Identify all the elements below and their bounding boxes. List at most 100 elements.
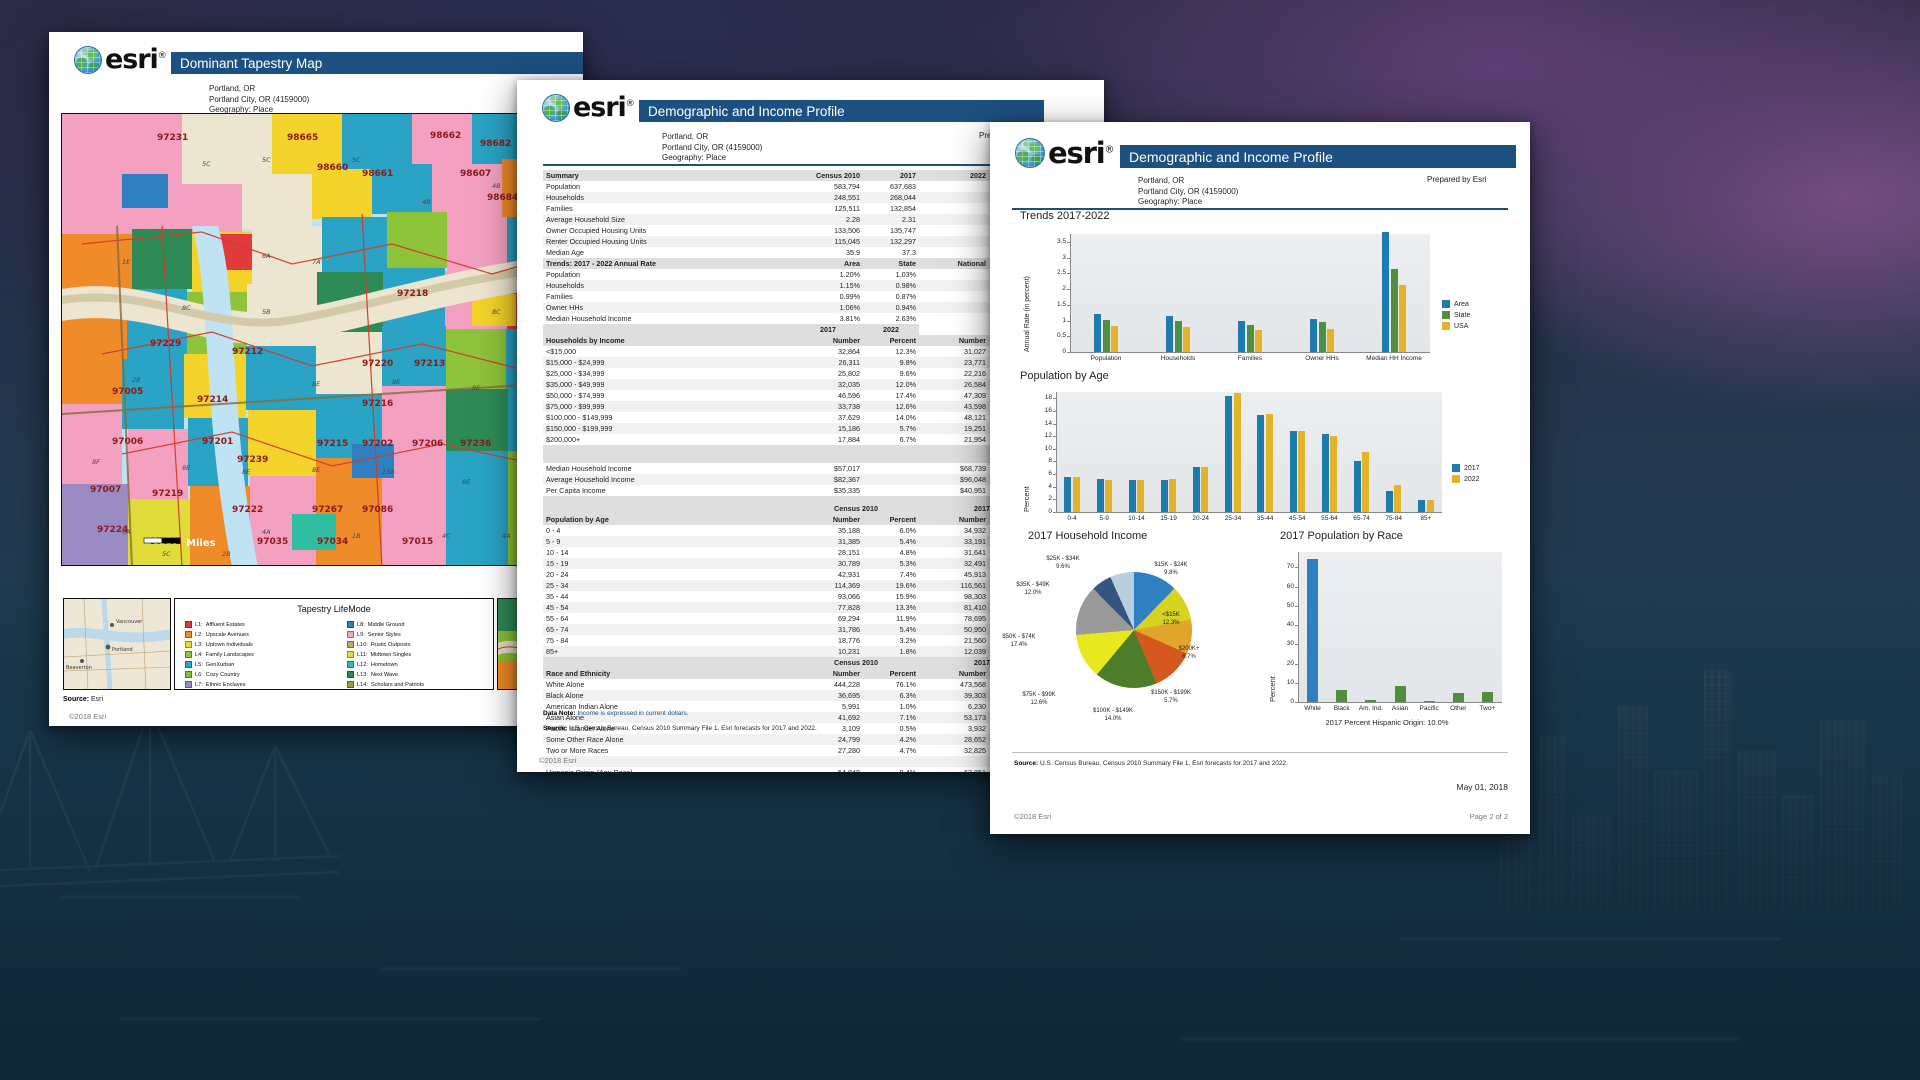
table-header-cell: National: [919, 258, 989, 269]
svg-text:8C: 8C: [492, 308, 501, 316]
legend-item: L13: Next Wave: [347, 671, 398, 678]
tapestry-map-svg: 97231 98665 98660 98661 98662 98682 98684 98…: [62, 114, 570, 565]
bar: [1201, 467, 1209, 512]
y-axis-tick-label: 2.5: [1056, 269, 1066, 277]
bar: [1094, 314, 1101, 352]
page-title: Demographic and Income Profile: [648, 103, 845, 119]
document-demographic-income-profile-charts[interactable]: esri® Demographic and Income Profile Por…: [990, 122, 1530, 834]
table-cell: [919, 236, 989, 247]
chart-population-by-age[interactable]: 0 2 4 6 8 10 12 14 16 18 Percent 0-4 5-9 10-14 15-19 20…: [1012, 382, 1508, 532]
pie-slice-annotation: $150K - $199K 5.7%: [1136, 690, 1206, 705]
legend-entry[interactable]: 2017: [1452, 464, 1480, 472]
y-axis-tick: [1067, 273, 1070, 275]
svg-text:5C: 5C: [352, 156, 361, 164]
chart-household-income-pie[interactable]: <$15K 12.3% $15K - $24K 9.8% $25K - $34K 9.6%…: [1002, 542, 1262, 732]
y-axis-tick-label: 3.5: [1056, 237, 1066, 245]
table-row: $25,000 - $34,999 25,802 9.6% 22,216: [543, 368, 1104, 379]
legend-item: L7: Ethnic Enclaves: [185, 681, 246, 688]
table-cell: Per Capita Income: [546, 486, 606, 495]
y-axis-tick-label: 40: [1286, 621, 1294, 629]
legend-title: Tapestry LifeMode: [297, 604, 371, 614]
table-cell: 15 - 19: [543, 558, 793, 569]
overview-inset-map[interactable]: Vancouver Portland Beaverton: [63, 598, 171, 690]
header-rule-charts: [1012, 208, 1508, 210]
table-cell: 27,280: [838, 746, 860, 755]
table-cell: 24,799: [793, 734, 863, 745]
svg-text:97015: 97015: [402, 537, 433, 547]
table-row: Median Household Income $57,017 $68,739: [543, 463, 1104, 474]
table-cell: 31,385: [793, 536, 863, 547]
table-cell: Pacific Islander Alone: [546, 724, 615, 733]
legend-item: L6: Cozy Country: [185, 671, 240, 678]
table-cell: 98,303: [964, 592, 986, 601]
table-row: $50,000 - $74,999 46,596 17.4% 47,309: [543, 390, 1104, 401]
bar: [1183, 327, 1190, 352]
x-axis-line: [1070, 352, 1430, 353]
x-axis-tick-label: Families: [1237, 355, 1263, 362]
table-cell: [863, 756, 919, 767]
table-header-cell: 2022: [919, 170, 989, 181]
svg-text:97267: 97267: [312, 505, 343, 515]
bar: [1096, 479, 1104, 512]
esri-globe-icon: [74, 45, 102, 74]
bar: [1064, 477, 1072, 512]
table-header-cell: State: [863, 258, 919, 269]
legend-swatch: [185, 631, 192, 638]
legend-item: L12: Hometown: [347, 661, 398, 668]
table-cell: Asian Alone: [543, 712, 793, 723]
legend-item: L3: Uptown Individuals: [185, 641, 253, 648]
table-row: Owner Occupied Housing Units 133,506 135,7…: [543, 225, 1104, 236]
y-axis-tick-label: 0: [1290, 698, 1294, 705]
chart-population-by-race[interactable]: 0 10 20 30 40 50 60 70 Percent White Black Am. Ind.…: [1262, 542, 1512, 722]
y-axis-line: [1298, 552, 1299, 702]
legend-entry[interactable]: USA: [1442, 322, 1470, 330]
legend-item: L1: Affluent Estates: [185, 621, 245, 628]
header-rule-table: [543, 164, 1081, 166]
bar: [1166, 315, 1173, 352]
table-cell: 5.4%: [863, 624, 919, 635]
y-axis-tick: [1053, 512, 1056, 513]
table-cell: [919, 225, 989, 236]
bar: [1265, 414, 1273, 512]
legend-label: Family Landscapes: [205, 651, 254, 658]
legend-swatch: [1442, 322, 1450, 330]
report-date: May 01, 2018: [1456, 782, 1508, 792]
chart-trends[interactable]: 0 0.5 1 1.5 2 2.5 3 3.5 Annual Rate (in percent)…: [1012, 222, 1508, 370]
legend-label: Midtown Singles: [370, 651, 412, 658]
tapestry-map-canvas[interactable]: 97231 98665 98660 98661 98662 98682 98684 98…: [61, 113, 571, 566]
table-cell: 6.7%: [899, 435, 916, 444]
svg-text:5C: 5C: [202, 160, 211, 168]
legend-label: 2017: [1464, 464, 1480, 472]
legend-entry[interactable]: State: [1442, 311, 1470, 319]
table-header-cell: [793, 452, 863, 463]
legend-entry[interactable]: 2022: [1452, 475, 1480, 483]
data-note-text: Income is expressed in current dollars.: [575, 710, 689, 717]
table-cell: 93,066: [838, 592, 860, 601]
svg-text:97216: 97216: [362, 399, 393, 409]
table-cell: Some Other Race Alone: [543, 734, 793, 745]
bar: [1128, 480, 1136, 512]
bar: [1394, 686, 1406, 702]
legend-entry[interactable]: Area: [1442, 300, 1470, 308]
legend-label: Hometown: [370, 661, 398, 668]
table-cell: 25 - 34: [543, 580, 793, 591]
table-cell: 36,695: [793, 690, 863, 701]
pie-slice-annotation: $35K - $49K 12.0%: [998, 582, 1068, 597]
legend-code: L11:: [357, 651, 368, 658]
document-dominant-tapestry-map[interactable]: esri® Dominant Tapestry Map Portland, OR…: [49, 32, 583, 726]
svg-text:97034: 97034: [317, 537, 348, 547]
legend-label: Next Wave: [370, 671, 399, 678]
pie-slice-annotation: $75K - $99K 12.6%: [1004, 692, 1074, 707]
geo-line-2: Portland City, OR (4159000): [209, 94, 310, 104]
geo-line-1: Portland, OR: [662, 132, 709, 141]
table-cell: $35,000 - $49,999: [543, 379, 793, 390]
table-header-cell: Percent: [863, 668, 919, 679]
svg-text:8E: 8E: [312, 380, 321, 388]
legend-label: State: [1454, 311, 1471, 319]
x-axis-tick-label: Two+: [1479, 705, 1496, 712]
table-cell: $25,000 - $34,999: [546, 369, 605, 378]
table-cell: [919, 203, 989, 214]
table-cell: 1.03%: [895, 270, 916, 279]
legend-item: L9: Senior Styles: [347, 631, 401, 638]
table-cell: 17.4%: [895, 391, 916, 400]
